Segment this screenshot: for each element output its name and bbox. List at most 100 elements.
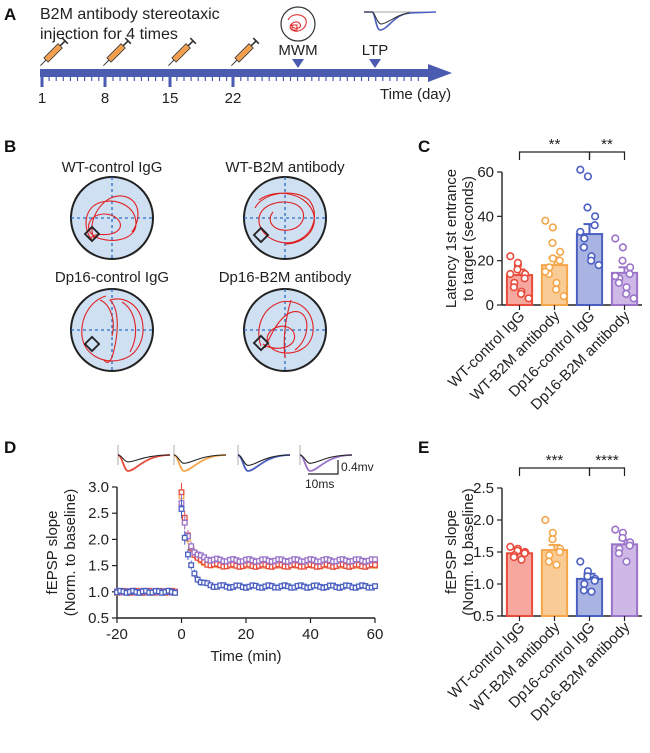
syringe-handle	[61, 37, 69, 45]
data-point	[541, 216, 550, 225]
syringe-barrel	[106, 43, 126, 63]
data-point	[625, 263, 635, 272]
data-point	[580, 234, 589, 243]
data-point	[583, 203, 592, 212]
trace-post	[237, 454, 291, 472]
data-point	[548, 535, 557, 544]
y-tick-label: 0.5	[473, 608, 494, 625]
syringe-barrel	[171, 43, 191, 63]
significance-label: **	[601, 136, 613, 153]
significance-label: **	[549, 136, 561, 153]
panel-e: E 0.5 1.0 1.5 2.0 2.5 fEPSP slope (Norm. to ba…	[418, 438, 642, 725]
data-point	[625, 269, 634, 279]
ltp-trace-icon	[364, 11, 437, 31]
data-point	[618, 533, 627, 543]
time-point	[372, 583, 378, 590]
injection-title-line2: injection for 4 times	[40, 26, 178, 43]
panel-d: D 0.4mv 10ms 0.5 1.0 1.5 2.0 2.5 3.0 -20 0 20 40 6…	[4, 438, 383, 665]
panel-a: A B2M antibody stereotaxic injection for…	[4, 5, 452, 107]
syringe-needle	[168, 59, 175, 66]
x-axis-label: Time (min)	[210, 648, 281, 665]
data-point	[576, 557, 585, 566]
y-tick-label: 0	[486, 297, 494, 314]
panel-c: C 0 20 40 60 Latency 1st entrance to target (…	[418, 136, 642, 414]
chart-e: 0.5 1.0 1.5 2.0 2.5 fEPSP slope (Norm. to base…	[443, 452, 642, 725]
syringe-icon	[40, 37, 69, 66]
y-tick-label: 60	[477, 164, 494, 181]
data-point	[548, 254, 558, 263]
data-point	[586, 256, 596, 265]
day-label-8: 8	[101, 90, 109, 107]
scale-bar-voltage-label: 0.4mv	[341, 460, 374, 474]
syringe-plunger	[122, 40, 129, 47]
x-tick-label: -20	[106, 626, 128, 643]
data-point	[629, 294, 638, 303]
syringe-needle	[40, 59, 47, 66]
significance-bracket	[518, 467, 591, 476]
y-tick-label: 2.0	[473, 512, 494, 529]
data-point	[622, 283, 631, 292]
y-axis-label: (Norm. to baseline)	[62, 489, 79, 617]
data-point	[625, 541, 634, 550]
day-label-1: 1	[38, 90, 46, 107]
trace-baseline	[117, 454, 171, 463]
data-point	[541, 515, 550, 525]
time-point	[372, 556, 378, 563]
data-point	[555, 547, 564, 557]
y-tick-label: 20	[477, 253, 494, 270]
syringe-barrel	[43, 43, 63, 63]
data-point	[618, 256, 627, 265]
time-point	[191, 570, 198, 577]
bar	[575, 233, 604, 306]
data-point	[516, 289, 526, 299]
syringe-icon	[168, 37, 197, 66]
trace-baseline	[299, 454, 353, 464]
y-tick-label: 2.5	[473, 480, 494, 497]
maze-wt-b2m	[243, 176, 327, 260]
x-tick-label: 20	[238, 626, 255, 643]
data-point	[520, 549, 529, 558]
time-point	[372, 561, 378, 568]
panel-a-label: A	[4, 5, 16, 24]
data-point	[545, 551, 554, 560]
trace-baseline	[237, 454, 291, 466]
data-point	[544, 557, 554, 566]
data-point	[611, 234, 620, 243]
data-point	[506, 542, 515, 551]
ltp-label: LTP	[362, 42, 388, 59]
data-point	[611, 272, 620, 281]
mwm-label: MWM	[278, 42, 317, 59]
timeline-bar	[40, 69, 430, 77]
data-point	[551, 285, 561, 294]
data-point	[590, 212, 600, 221]
data-point	[587, 587, 596, 596]
significance-label: ***	[546, 452, 564, 469]
y-tick-label: 2.5	[88, 505, 109, 522]
data-point	[509, 553, 519, 562]
maze-title-dp16-igg: Dp16-control IgG	[55, 269, 169, 286]
x-tick-label: 0	[177, 626, 185, 643]
syringe-plunger	[250, 40, 257, 47]
y-axis-label: Latency 1st entrance	[443, 169, 460, 308]
maze-dp16-igg	[70, 288, 154, 372]
data-point	[576, 227, 585, 236]
injection-marker	[40, 69, 44, 87]
data-point	[524, 294, 533, 303]
data-point	[509, 283, 519, 292]
data-point	[580, 579, 589, 589]
data-point	[520, 274, 529, 283]
panel-b-label: B	[4, 137, 16, 156]
panel-b: B WT-control IgG WT-B2M antibody Dp16-co…	[4, 137, 352, 372]
data-point	[513, 258, 523, 267]
ltp-marker	[369, 59, 381, 68]
data-point	[548, 223, 558, 232]
injection-title-line1: B2M antibody stereotaxic	[40, 6, 220, 23]
syringe-barrel	[234, 43, 254, 63]
data-point	[552, 278, 561, 287]
chart-c: 0 20 40 60 Latency 1st entrance to target (se…	[443, 136, 642, 414]
scale-bar-time-label: 10ms	[305, 477, 334, 491]
maze-title-dp16-b2m: Dp16-B2M antibody	[219, 269, 352, 286]
maze-title-wt-igg: WT-control IgG	[62, 159, 163, 176]
data-point	[583, 572, 592, 581]
